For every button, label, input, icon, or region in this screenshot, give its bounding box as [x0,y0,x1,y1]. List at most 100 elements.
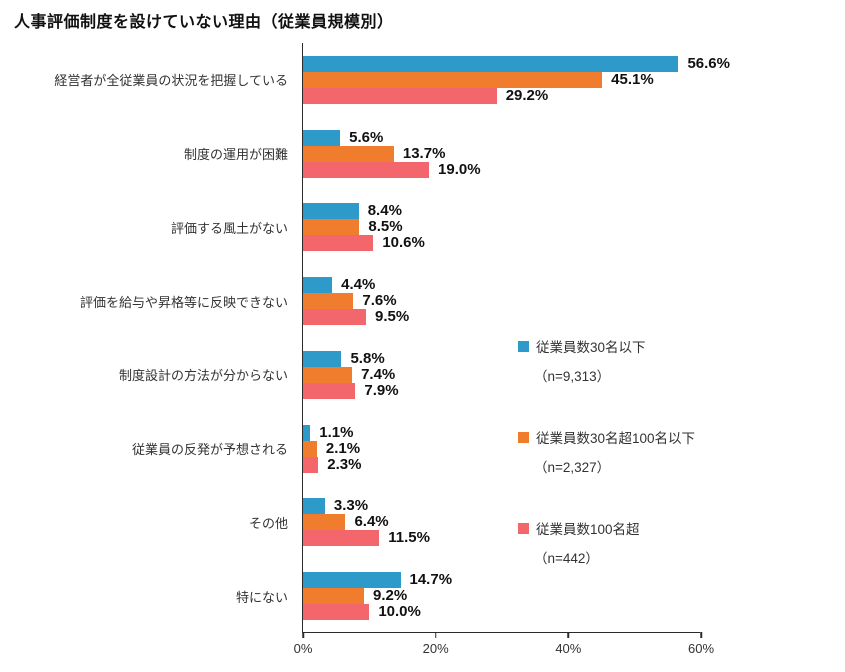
legend-label: 従業員数30名以下 [536,340,646,355]
bar [303,350,342,367]
bar-group: 4.4% 7.6% 9.5% [303,264,700,338]
bar-group: 1.1% 2.1% 2.3% [303,412,700,486]
bar-value-label: 5.8% [350,349,385,367]
bar-group: 56.6% 45.1% 29.2% [303,43,730,117]
bar-value-label: 9.5% [375,308,410,326]
bar [303,572,401,589]
x-axis-tick-label: 40% [555,641,582,656]
legend-swatch-red-icon [518,522,529,534]
category-label: 制度設計の方法が分からない [118,368,288,384]
x-axis-tick-label: 20% [422,641,449,656]
bar-line: 10.0% [303,603,700,621]
bar [303,203,359,220]
legend-swatch-orange-icon [518,431,529,443]
x-axis-tick-label: 0% [293,641,313,656]
bar-value-label: 19.0% [438,160,481,178]
legend: 従業員数30名以下 （n=9,313） 従業員数30名超100名以下 （n=2,… [518,336,695,609]
legend-label: 従業員数100名超 [536,522,640,537]
bar-line: 6.4% [303,513,700,531]
bar-value-label: 45.1% [611,70,654,88]
bar-value-label: 10.0% [378,603,421,621]
plot-area: 56.6% 45.1% 29.2% 5.6% 13.7% 19.0% 8.4% 8.5% 10.… [294,43,730,656]
bar-group: 5.6% 13.7% 19.0% [303,117,700,191]
bar [303,277,333,294]
bar-group: 8.4% 8.5% 10.6% [303,191,700,265]
category-label: その他 [248,515,288,531]
bar-value-label: 6.4% [354,513,389,531]
bar [303,366,353,383]
x-axis-tick-mark [567,632,570,638]
bar [303,71,603,88]
bar-line: 7.6% [303,292,700,310]
x-axis-tick-label: 60% [687,641,715,656]
bar-value-label: 1.1% [319,423,354,441]
bar-value-label: 2.1% [325,439,361,457]
bar-line: 7.4% [303,365,700,383]
bar [303,145,394,162]
bar-line: 11.5% [303,529,700,547]
bar-group: 5.8% 7.4% 7.9% [303,338,700,412]
legend-name-row: 従業員数30名超100名以下 [518,427,695,447]
bar [303,129,341,146]
bar-value-label: 5.6% [349,128,384,146]
bar-line: 4.4% [303,276,700,294]
legend-swatch-blue-icon [518,340,529,352]
bar-line: 2.3% [303,455,700,473]
bar [303,498,325,515]
bar [303,87,497,104]
bar-line: 8.5% [303,218,700,236]
bar-line: 56.6% [303,55,730,72]
bar-line: 1.1% [303,423,700,441]
bar-line: 14.7% [303,571,700,589]
bar-line: 5.8% [303,349,700,367]
bar [303,219,360,236]
bar [303,309,367,326]
x-axis-tick-mark [700,632,702,638]
bar [303,530,380,547]
bar-value-label: 7.9% [364,381,399,399]
bar [303,235,374,252]
bar-line: 13.7% [303,144,700,162]
bar [303,424,311,441]
category-label: 評価する風土がない [170,220,288,236]
bar-line: 10.6% [303,234,700,252]
category-label: 評価を給与や昇格等に反映できない [79,294,288,310]
category-axis-labels: 経営者が全従業員の状況を把握している 制度の運用が困難 評価する風土がない 評価を給与… [0,43,288,633]
category-label: 経営者が全従業員の状況を把握している [54,73,288,89]
legend-name-row: 従業員数30名以下 [518,336,695,356]
bar-line: 2.1% [303,439,700,457]
chart-title: 人事評価制度を設けていない理由（従業員規模別） [14,14,394,31]
bar-value-label: 8.5% [368,218,403,236]
bar-group: 3.3% 6.4% 11.5% [303,486,700,560]
legend-sample-size: （n=9,313） [534,369,611,384]
bar [303,456,319,473]
bar-value-label: 29.2% [505,86,549,104]
bar-value-label: 4.4% [341,276,376,294]
bar-line: 45.1% [303,70,700,88]
bar-value-label: 13.7% [402,144,446,162]
bar-value-label: 11.5% [388,529,430,547]
bar-value-label: 10.6% [382,234,425,252]
category-label: 特にない [235,589,288,605]
legend-sample-size: （n=2,327） [534,460,611,475]
bar-value-label: 7.6% [362,292,397,310]
bar [303,440,317,457]
bar-value-label: 14.7% [409,571,453,589]
bar [303,55,679,72]
category-label: 従業員の反発が予想される [131,442,288,458]
bar-value-label: 8.4% [367,202,402,220]
bar [303,604,370,621]
legend-item-30-to-100: 従業員数30名超100名以下 （n=2,327） [518,427,695,476]
bar [303,382,356,399]
bar-value-label: 2.3% [327,455,362,473]
bar-value-label: 7.4% [361,365,396,383]
bar-line: 5.6% [303,128,700,146]
bar-line: 3.3% [303,497,700,515]
bar [303,161,430,178]
bar-line: 9.2% [303,588,700,605]
bar-line: 29.2% [303,86,700,104]
bar [303,588,365,605]
bar-rows: 56.6% 45.1% 29.2% 5.6% 13.7% 19.0% 8.4% 8.5% 10.… [303,43,730,633]
legend-item-under-30: 従業員数30名以下 （n=9,313） [518,336,695,385]
bar-value-label: 3.3% [333,497,369,515]
